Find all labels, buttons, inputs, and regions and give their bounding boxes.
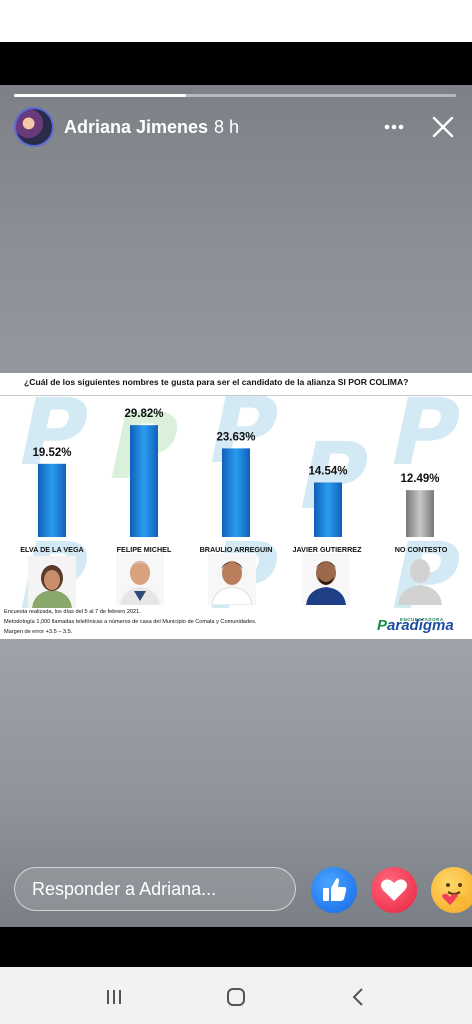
- candidate-name: NO CONTESTO: [394, 545, 448, 554]
- care-hug-icon: [442, 883, 467, 905]
- story-progress-fill: [14, 94, 187, 97]
- bar-value-label: 29.82%: [124, 408, 163, 420]
- bar: [314, 482, 342, 537]
- care-reaction-button[interactable]: [431, 867, 472, 913]
- candidate-name: ELVA DE LA VEGA: [20, 545, 84, 554]
- candidate-photo-javier: [302, 553, 350, 605]
- like-reaction-button[interactable]: [311, 867, 357, 913]
- bar-value-label: 19.52%: [32, 447, 71, 459]
- home-button[interactable]: [221, 985, 251, 1009]
- survey-methodology: Metodología 1,000 llamadas telefónicas a…: [4, 619, 257, 625]
- bar-value-label: 12.49%: [400, 473, 439, 485]
- bar-chart: 19.52% 29.82% 23.63% 14.54% 12.49%: [32, 408, 440, 537]
- reply-input[interactable]: [14, 867, 296, 911]
- story-progress-track: [14, 94, 456, 97]
- avatar[interactable]: [14, 107, 54, 147]
- bar: [130, 425, 158, 537]
- survey-dates: Encuesta realizada, los días del 5 al 7 …: [4, 609, 141, 615]
- candidate-photo-elva: [28, 556, 76, 608]
- candidate-name: JAVIER GUTIERREZ: [292, 545, 362, 554]
- brand-logo-initial: P: [377, 617, 388, 634]
- close-icon: [432, 116, 454, 138]
- margin-of-error: Margen de error +3.5 – 3.5.: [4, 629, 73, 635]
- status-bar: [0, 0, 472, 42]
- candidate-photo-felipe: [116, 553, 164, 605]
- candidate-name: BRAULIO ARREGUIN: [199, 545, 273, 554]
- bottom-letterbox: [0, 927, 472, 967]
- anonymous-silhouette-icon: [398, 559, 442, 605]
- system-navigation-bar: [0, 967, 472, 1024]
- reply-placeholder[interactable]: Responder a Adriana...: [32, 879, 217, 899]
- thumbs-up-icon: [323, 878, 347, 901]
- bar-value-label: 23.63%: [216, 431, 255, 443]
- back-chevron-icon: [352, 988, 363, 1006]
- bar: [406, 490, 434, 537]
- love-reaction-button[interactable]: [371, 867, 417, 913]
- brand-tagline: ENCUESTADORA: [400, 617, 444, 622]
- post-time: 8 h: [214, 117, 240, 137]
- more-dots-icon: [384, 124, 404, 130]
- poll-image: P P P P P P P P ¿Cuál de los siguientes …: [0, 373, 472, 639]
- more-options-button[interactable]: [380, 115, 408, 139]
- candidate-photo-braulio: [208, 553, 256, 605]
- brand-logo: Paradigma: [377, 617, 454, 634]
- candidate-name: FELIPE MICHEL: [116, 545, 172, 554]
- poll-divider: [0, 395, 472, 396]
- recent-apps-icon: [107, 990, 121, 1004]
- poll-title: ¿Cuál de los siguientes nombres te gusta…: [24, 377, 409, 387]
- bar-value-label: 14.54%: [308, 465, 347, 477]
- close-button[interactable]: [430, 114, 456, 140]
- brand-logo-rest: aradigma: [387, 617, 454, 634]
- back-button[interactable]: [343, 985, 373, 1009]
- bar: [38, 463, 66, 537]
- heart-icon: [381, 879, 407, 901]
- author-name[interactable]: Adriana Jimenes: [64, 117, 209, 137]
- recent-apps-button[interactable]: [99, 985, 129, 1009]
- bar: [222, 448, 250, 537]
- top-letterbox: [0, 42, 472, 85]
- home-icon: [227, 988, 245, 1006]
